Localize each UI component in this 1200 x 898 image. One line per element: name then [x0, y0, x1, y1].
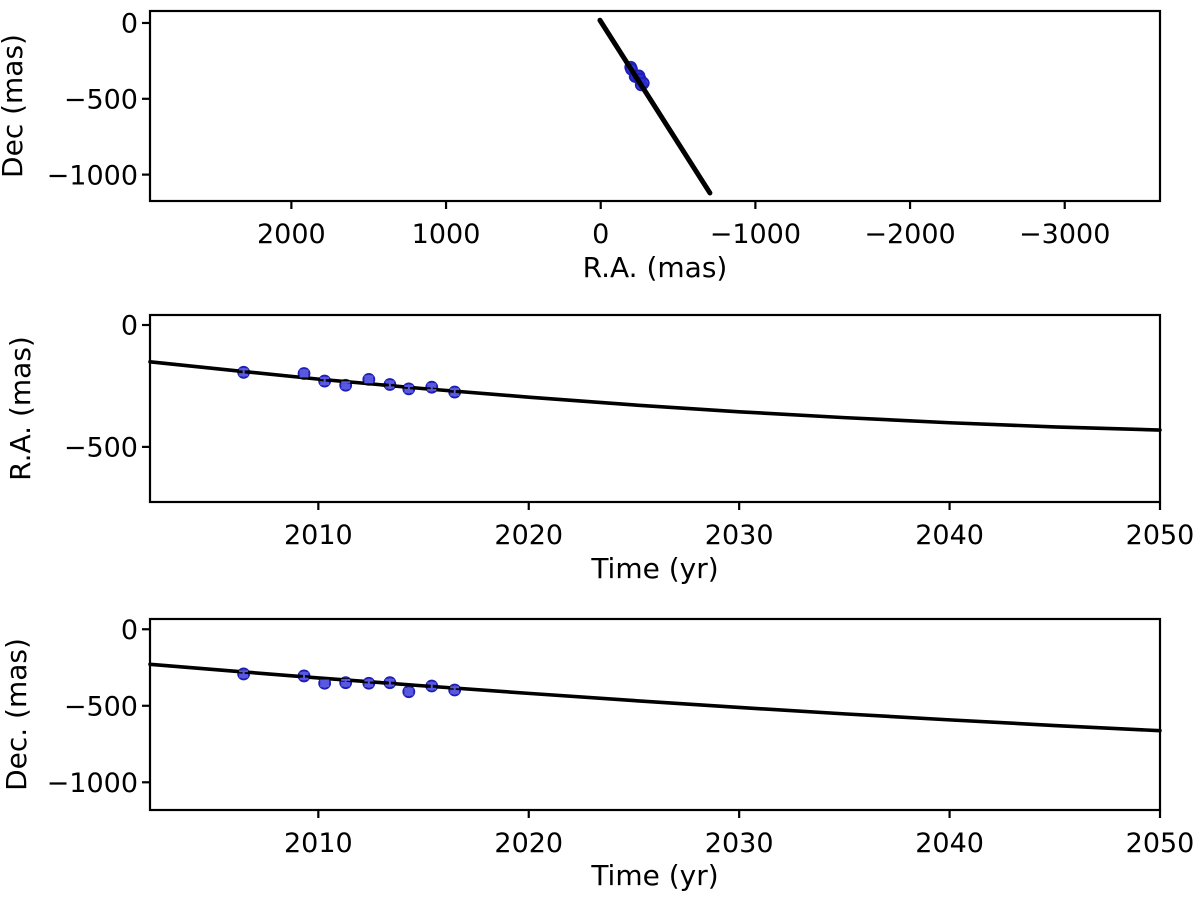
ra-measurements-errorbars: [239, 368, 460, 396]
x-tick-label: 0: [592, 219, 609, 250]
y-tick-label: 0: [121, 615, 138, 646]
plot-frame: [148, 9, 1162, 203]
plot-frame: [148, 617, 1162, 812]
x-tick-label: 2030: [705, 828, 774, 859]
subplot-dec-vs-time: 2010 2020 2030 2040 2050 0 −500 −1000 Time (yr) D…: [0, 615, 1194, 892]
x-tick-label: 2040: [915, 828, 984, 859]
x-tick-label: −1000: [710, 219, 801, 250]
y-tick-label: −500: [64, 433, 138, 464]
x-tick-label: 2020: [494, 520, 563, 551]
dec-measurements-errorbars: [239, 670, 460, 696]
x-tick-label: 2050: [1126, 520, 1195, 551]
x-axis-label: Time (yr): [590, 859, 718, 892]
plot-frame: [148, 313, 1162, 504]
y-tick-label: −1000: [47, 768, 138, 799]
x-axis-label: R.A. (mas): [583, 251, 728, 284]
x-tick-label: 2030: [705, 520, 774, 551]
x-tick-label: 2000: [257, 219, 326, 250]
y-tick-label: 0: [121, 311, 138, 342]
x-tick-label: 1000: [412, 219, 481, 250]
x-tick-label: 2050: [1126, 828, 1195, 859]
subplot-ra-vs-time: 2010 2020 2030 2040 2050 0 −500 Time (yr) R.A. (…: [4, 311, 1194, 585]
y-tick-label: −500: [64, 691, 138, 722]
ra-model-curve: [148, 360, 1162, 432]
x-tick-label: −2000: [864, 219, 955, 250]
orbit-model-line: [597, 17, 713, 196]
x-tick-label: 2010: [284, 828, 353, 859]
dec-model-curve: [148, 662, 1162, 733]
x-tick-label: 2020: [494, 828, 563, 859]
x-tick-label: 2010: [284, 520, 353, 551]
x-tick-label: −3000: [1019, 219, 1110, 250]
y-tick-label: −500: [64, 85, 138, 116]
y-axis-label: R.A. (mas): [4, 336, 37, 481]
x-axis-label: Time (yr): [590, 552, 718, 585]
y-tick-label: −1000: [47, 160, 138, 191]
y-axis-label: Dec. (mas): [0, 638, 33, 791]
y-axis-label: Dec (mas): [0, 34, 29, 178]
y-tick-label: 0: [121, 9, 138, 40]
x-tick-label: 2040: [915, 520, 984, 551]
